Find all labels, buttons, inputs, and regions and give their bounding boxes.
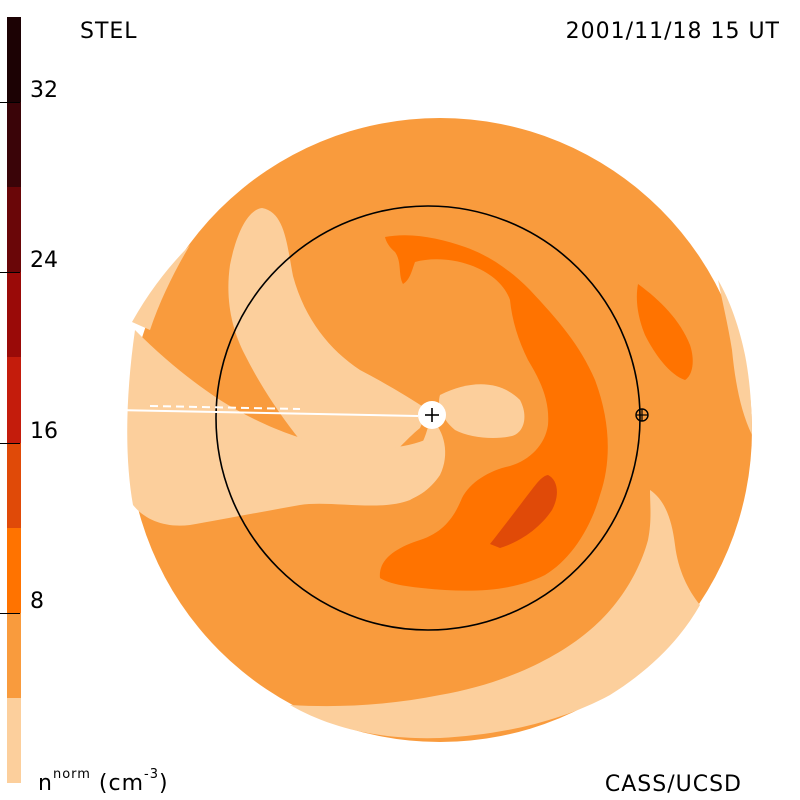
- colorbar-tick-label: 24: [30, 248, 58, 274]
- colorbar-segment: [7, 17, 21, 103]
- low-density-lower-right: [290, 490, 700, 739]
- colorbar-tick: [0, 102, 20, 104]
- colorbar-segment: [7, 612, 21, 698]
- colorbar-segment: [7, 527, 21, 613]
- colorbar-tick: [0, 612, 20, 614]
- low-density-center-tail: [385, 418, 446, 502]
- colorbar-segment: [7, 697, 21, 783]
- high-density-patch: [490, 475, 557, 548]
- colorbar-segment: [7, 442, 21, 528]
- sun-marker: [418, 401, 446, 429]
- colorbar-tick-label: 8: [30, 588, 44, 614]
- colorbar-tick: [0, 442, 20, 444]
- colorbar-segment: [7, 357, 21, 443]
- low-density-center-lobe: [439, 384, 525, 438]
- low-density-right-edge: [718, 280, 752, 435]
- colorbar-tick-label: 16: [30, 418, 58, 444]
- low-density-upper-arc: [228, 208, 428, 466]
- source-label: STEL: [80, 19, 138, 44]
- colorbar-tick-label: 32: [30, 78, 58, 104]
- colorbar-segment: [7, 187, 21, 273]
- colorbar-tick: [0, 272, 20, 274]
- unit-base: n: [38, 771, 53, 796]
- earth-marker: [635, 408, 649, 422]
- unit-exp: -3: [144, 767, 160, 782]
- unit-label: nnorm (cm-3): [38, 767, 169, 796]
- sun-earth-line: [114, 409, 419, 417]
- low-density-regions: [127, 208, 752, 739]
- unit-rest: (cm: [90, 771, 145, 796]
- low-density-left-band: [127, 330, 433, 526]
- mid-density-right-arc: [636, 284, 693, 380]
- colorbar: [7, 17, 21, 783]
- credit-label: CASS/UCSD: [604, 772, 742, 797]
- low-density-top-left-sliver: [132, 245, 190, 330]
- timestamp: 2001/11/18 15 UT: [565, 19, 780, 44]
- unit-close: ): [159, 771, 169, 796]
- colorbar-segment: [7, 272, 21, 358]
- unit-sup: norm: [52, 767, 91, 782]
- earth-orbit-circle: [215, 205, 641, 631]
- colorbar-segment: [7, 102, 21, 188]
